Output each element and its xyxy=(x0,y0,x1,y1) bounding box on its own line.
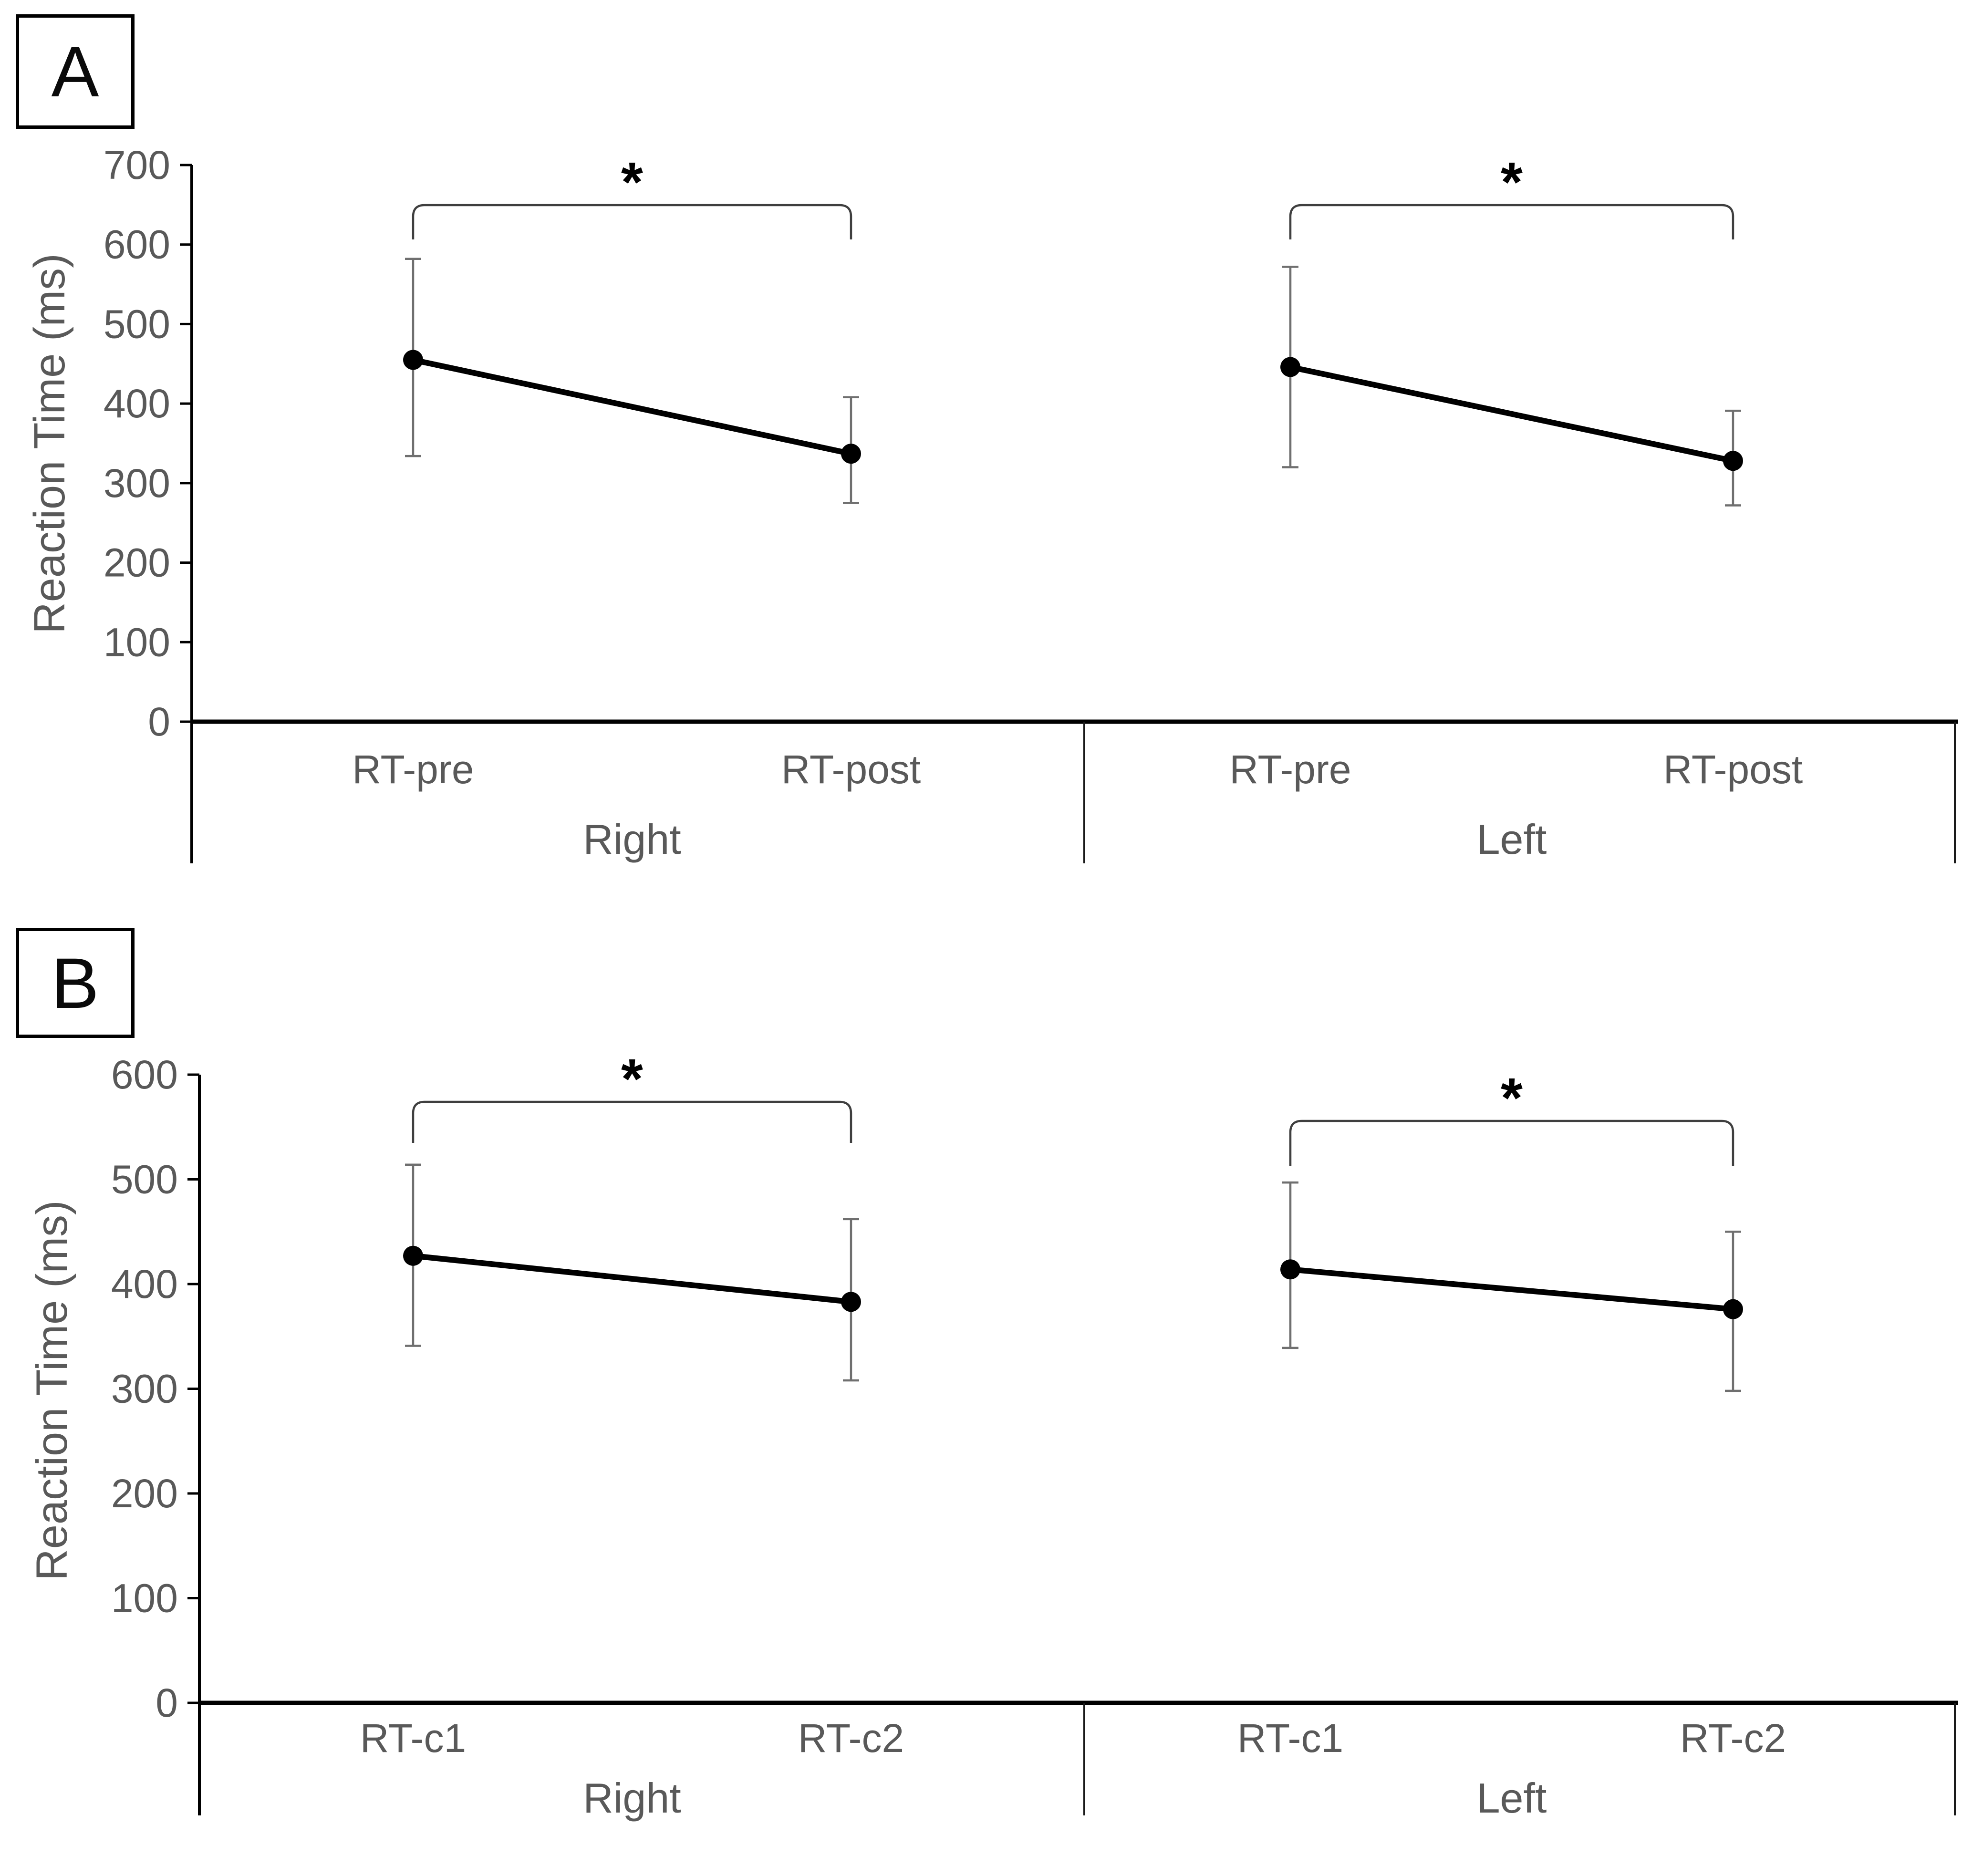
x-category-label-B-Left-RT-c1: RT-c1 xyxy=(1237,1716,1344,1761)
x-group-label-A-Right: Right xyxy=(583,816,681,863)
x-category-label-B-Left-RT-c2: RT-c2 xyxy=(1680,1716,1786,1761)
x-category-label-B-Right-RT-c2: RT-c2 xyxy=(798,1716,904,1761)
sig-star-A-Right: * xyxy=(621,151,643,214)
data-point-A-Left-RT-post xyxy=(1723,451,1743,471)
series-line-A-Right xyxy=(412,357,852,457)
y-axis-title-B: Reaction Time (ms) xyxy=(28,1200,76,1581)
panel-b-label-box: B xyxy=(16,928,135,1038)
y-tick-label-B-300: 300 xyxy=(111,1367,178,1411)
sig-bracket-A-Left xyxy=(1289,204,1734,239)
sig-star-A-Left: * xyxy=(1501,151,1523,214)
y-tick-label-B-500: 500 xyxy=(111,1157,178,1202)
x-group-label-B-Right: Right xyxy=(583,1774,681,1822)
data-point-B-Right-RT-c2 xyxy=(841,1292,861,1312)
data-point-A-Right-RT-post xyxy=(841,444,861,464)
panel-a-label-box: A xyxy=(16,14,135,129)
series-line-A-Left xyxy=(1289,364,1734,464)
y-tick-label-B-200: 200 xyxy=(111,1471,178,1516)
sig-bracket-B-Right xyxy=(412,1100,852,1143)
y-tick-label-A-300: 300 xyxy=(104,461,170,506)
series-line-B-Right xyxy=(413,1253,851,1305)
data-point-B-Right-RT-c1 xyxy=(403,1245,423,1266)
sig-bracket-B-Left xyxy=(1289,1119,1734,1166)
y-tick-label-A-600: 600 xyxy=(104,222,170,267)
y-tick-label-B-0: 0 xyxy=(156,1680,178,1725)
data-point-A-Left-RT-pre xyxy=(1280,357,1300,377)
y-tick-label-A-700: 700 xyxy=(104,143,170,187)
sig-bracket-A-Right xyxy=(412,204,852,239)
y-tick-label-A-100: 100 xyxy=(104,620,170,664)
y-tick-label-A-0: 0 xyxy=(148,699,170,744)
y-tick-label-B-400: 400 xyxy=(111,1262,178,1306)
y-tick-label-A-200: 200 xyxy=(104,540,170,585)
y-tick-label-B-600: 600 xyxy=(111,1052,178,1097)
data-point-B-Left-RT-c2 xyxy=(1723,1299,1743,1319)
panel-a-letter: A xyxy=(51,31,99,112)
series-line-B-Left xyxy=(1290,1266,1734,1312)
x-category-label-A-Right-RT-pre: RT-pre xyxy=(352,747,474,792)
x-category-label-A-Right-RT-post: RT-post xyxy=(781,747,921,792)
sig-star-B-Left: * xyxy=(1501,1067,1523,1130)
x-category-label-A-Left-RT-post: RT-post xyxy=(1663,747,1803,792)
y-tick-label-B-100: 100 xyxy=(111,1576,178,1621)
x-category-label-A-Left-RT-pre: RT-pre xyxy=(1229,747,1351,792)
x-group-label-B-Left: Left xyxy=(1477,1774,1547,1822)
y-tick-label-A-400: 400 xyxy=(104,381,170,426)
y-axis-title-A: Reaction Time (ms) xyxy=(25,253,74,634)
x-category-label-B-Right-RT-c1: RT-c1 xyxy=(360,1716,467,1761)
sig-star-B-Right: * xyxy=(621,1047,643,1110)
data-point-A-Right-RT-pre xyxy=(403,350,423,370)
x-group-label-A-Left: Left xyxy=(1477,816,1547,863)
data-point-B-Left-RT-c1 xyxy=(1280,1259,1300,1280)
y-tick-label-A-500: 500 xyxy=(104,301,170,346)
panel-b-letter: B xyxy=(51,943,99,1023)
